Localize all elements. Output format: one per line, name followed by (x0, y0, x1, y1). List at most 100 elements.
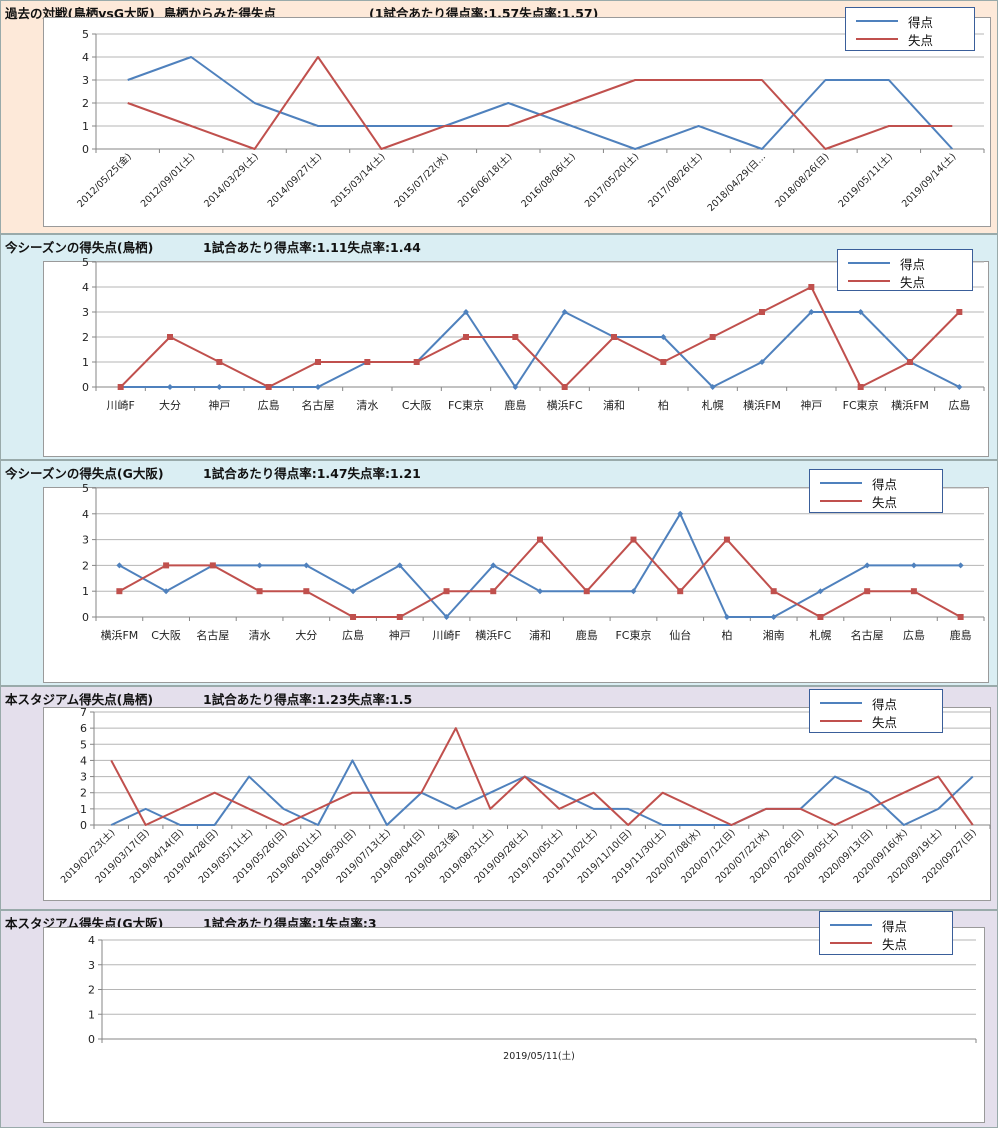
legend-swatch-concede (848, 280, 890, 282)
y-tick-label: 4 (82, 508, 89, 521)
legend: 得点 失点 (809, 689, 943, 733)
y-tick-label: 2 (82, 97, 89, 110)
line-chart: 012345672019/02/23(土)2019/03/17(日)2019/0… (58, 706, 991, 886)
data-point-score (490, 562, 497, 569)
legend-swatch-score (848, 262, 890, 264)
data-point-concede (443, 588, 450, 595)
data-point-score (256, 562, 263, 569)
data-point-concede (817, 614, 824, 620)
x-tick-label: 湘南 (763, 628, 785, 642)
data-point-score (857, 309, 864, 315)
y-tick-label: 1 (88, 1008, 95, 1021)
legend-label-concede: 失点 (872, 495, 898, 510)
legend-item-score: 得点 (820, 916, 954, 934)
x-tick-label: 2019/05/11(土) (503, 1050, 575, 1062)
x-tick-label: 2019/09/14(土) (899, 151, 958, 210)
x-tick-label: 横浜FC (547, 398, 583, 412)
data-point-concede (723, 536, 730, 543)
legend-swatch-score (856, 20, 898, 22)
data-point-concede (660, 359, 667, 365)
y-tick-label: 0 (82, 611, 89, 624)
line-chart: 0 1 2 3 4 5 川崎F 大分 神戸 広島 名古屋 清水 C大阪 FC東京 鹿島 横浜FC 浦和 柏 札幌 横浜… (82, 256, 985, 412)
chart-section-stadium-gosaka: 本スタジアム得失点(G大阪) 1試合あたり得点率:1失点率:3 0 1 2 3 4 2019/… (0, 910, 998, 1128)
data-point-concede (864, 588, 871, 595)
section-rates: 1試合あたり得点率:1.11失点率:1.44 (203, 240, 421, 255)
x-tick-label: 川崎F (432, 628, 460, 642)
x-tick-label: 神戸 (389, 628, 411, 642)
data-point-score (956, 384, 963, 390)
legend-label-score: 得点 (900, 257, 926, 272)
data-point-concede (808, 284, 815, 290)
data-point-concede (910, 588, 917, 595)
legend-label-score: 得点 (872, 477, 898, 492)
x-tick-label: 2016/08/06(土) (519, 151, 578, 210)
x-tick-label: FC東京 (615, 628, 651, 642)
legend-item-concede: 失点 (810, 492, 944, 510)
data-point-score (759, 359, 765, 365)
legend-swatch-concede (830, 942, 872, 944)
data-point-concede (630, 536, 637, 543)
x-tick-label: 清水 (356, 399, 378, 412)
legend-label-score: 得点 (872, 697, 898, 712)
data-point-concede (265, 384, 272, 390)
legend-item-score: 得点 (846, 12, 976, 30)
x-tick-label: 鹿島 (950, 628, 972, 642)
chart-section-past: 過去の対戦(鳥栖vsG大阪) 鳥栖からみた得失点 (1試合あたり得点率:1.57失… (0, 0, 998, 234)
line-chart: 0 1 2 3 4 5 2012/05/25(金) 2012/09/01(土) 2014/03/… (75, 28, 985, 214)
x-tick-label: 川崎F (107, 398, 135, 412)
data-point-concede (677, 588, 684, 595)
y-tick-label: 1 (82, 356, 89, 369)
data-point-concede (709, 334, 716, 340)
y-tick-label: 2 (82, 331, 89, 344)
x-tick-label: 横浜FC (475, 628, 511, 642)
x-tick-label: 広島 (342, 628, 364, 642)
data-point-concede (537, 536, 543, 543)
data-point-score (864, 562, 871, 569)
y-tick-label: 0 (82, 381, 89, 394)
x-tick-label: 2012/09/01(土) (138, 151, 197, 210)
x-tick-label: 浦和 (603, 399, 625, 412)
data-point-concede (512, 334, 519, 340)
data-point-score (463, 309, 469, 315)
data-point-concede (163, 562, 170, 569)
data-point-concede (759, 309, 765, 315)
x-tick-label: C大阪 (402, 398, 432, 412)
x-tick-label: 広島 (948, 398, 970, 412)
y-tick-label: 5 (82, 482, 89, 495)
y-tick-label: 0 (80, 819, 87, 832)
data-point-concede (256, 588, 263, 595)
data-point-score (163, 588, 170, 595)
x-tick-label: 浦和 (529, 629, 551, 642)
chart-section-stadium-tosu: 本スタジアム得失点(鳥栖) 1試合あたり得点率:1.23失点率:1.5 0 1 2 3 4 5… (0, 686, 998, 910)
series-line-concede (110, 727, 974, 826)
section-title: 今シーズンの得失点(G大阪) (5, 466, 164, 481)
y-tick-label: 1 (82, 120, 89, 133)
x-tick-label: C大阪 (151, 628, 181, 642)
x-tick-label: 2014/09/27(土) (265, 151, 324, 210)
y-tick-label: 5 (80, 738, 87, 751)
x-tick-label: 横浜FM (743, 398, 781, 412)
data-point-score (723, 614, 730, 620)
y-tick-label: 5 (82, 256, 89, 269)
data-point-concede (956, 309, 963, 315)
y-tick-label: 4 (80, 754, 87, 767)
y-tick-label: 3 (82, 74, 89, 87)
data-point-score (443, 614, 450, 620)
y-tick-label: 1 (82, 585, 89, 598)
x-tick-label: 2015/07/22(水) (392, 151, 451, 210)
x-tick-label: 2012/05/25(金) (75, 151, 134, 210)
legend: 得点 失点 (837, 249, 973, 291)
x-tick-label: 2014/03/29(土) (202, 151, 261, 210)
section-title: 今シーズンの得失点(鳥栖) (5, 240, 154, 255)
section-rates: 1試合あたり得点率:1.23失点率:1.5 (203, 692, 413, 707)
x-tick-label: 2016/06/18(土) (455, 151, 514, 210)
data-point-score (303, 562, 310, 569)
x-tick-label: 仙台 (669, 628, 691, 642)
x-tick-label: 鹿島 (576, 628, 598, 642)
data-point-concede (611, 334, 617, 340)
data-point-score (396, 562, 403, 569)
data-point-score (350, 588, 357, 595)
legend-label-concede: 失点 (872, 715, 898, 730)
x-tick-label: 柏 (721, 628, 732, 642)
chart-area: 0 1 2 3 4 5 2012/05/25(金) 2012/09/01(土) 2014/03/… (43, 17, 991, 227)
